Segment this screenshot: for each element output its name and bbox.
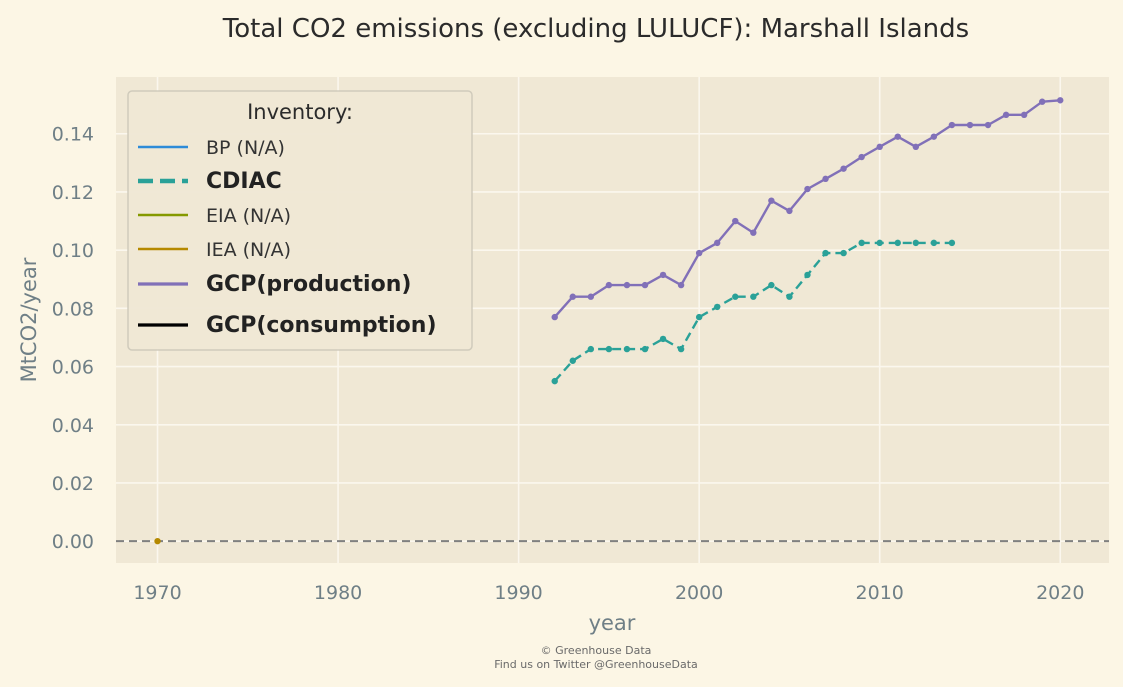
legend: Inventory: BP (N/A) CDIAC EIA (N/A) IEA (N/… bbox=[127, 90, 473, 351]
legend-label: GCP(consumption) bbox=[206, 313, 437, 338]
data-point-gcp-production bbox=[587, 293, 595, 300]
data-point-cdiac bbox=[768, 281, 775, 289]
data-point-cdiac bbox=[912, 239, 920, 247]
data-point-gcp-production bbox=[641, 281, 649, 289]
data-point-cdiac bbox=[605, 345, 613, 353]
legend-label: CDIAC bbox=[206, 169, 282, 194]
data-point-gcp-production bbox=[750, 229, 757, 236]
grid bbox=[116, 77, 1109, 563]
legend-label: GCP(production) bbox=[206, 272, 411, 297]
data-point-gcp-production bbox=[605, 281, 613, 289]
data-point-gcp-production bbox=[768, 197, 775, 204]
data-point-cdiac bbox=[677, 345, 685, 353]
data-point-cdiac bbox=[750, 293, 757, 300]
y-tick-label: 0.02 bbox=[52, 473, 94, 495]
y-tick-label: 0.12 bbox=[52, 182, 94, 204]
legend-label: IEA (N/A) bbox=[206, 239, 291, 261]
data-point-gcp-production bbox=[623, 281, 631, 289]
data-point-gcp-production bbox=[858, 153, 865, 161]
data-point-cdiac bbox=[894, 239, 901, 247]
data-point-gcp-production bbox=[822, 175, 829, 183]
data-point-gcp-production bbox=[786, 207, 793, 215]
data-point-gcp-production bbox=[677, 281, 685, 289]
x-tick-label: 1980 bbox=[314, 582, 362, 604]
data-point-cdiac bbox=[858, 239, 865, 247]
data-point-gcp-production bbox=[659, 271, 667, 279]
data-point-gcp-production bbox=[984, 121, 992, 129]
legend-title: Inventory: bbox=[247, 100, 353, 124]
data-point-gcp-production bbox=[1057, 97, 1064, 104]
x-tick-label: 2010 bbox=[856, 582, 904, 604]
y-tick-label: 0.06 bbox=[52, 357, 94, 379]
data-point-gcp-production bbox=[732, 217, 739, 225]
data-point-cdiac bbox=[930, 239, 938, 247]
legend-entries: BP (N/A) CDIAC EIA (N/A) IEA (N/A) GCP(produ… bbox=[138, 137, 437, 338]
data-point-gcp-production bbox=[840, 165, 847, 172]
data-point-cdiac bbox=[948, 239, 956, 247]
x-axis-ticks: 1970 1980 1990 2000 2010 2020 bbox=[133, 582, 1084, 604]
data-point-cdiac bbox=[569, 357, 576, 364]
y-tick-label: 0.00 bbox=[52, 531, 94, 553]
data-point-gcp-production bbox=[551, 313, 558, 321]
data-point-cdiac bbox=[641, 345, 649, 353]
data-point-cdiac bbox=[659, 335, 667, 343]
data-point-gcp-production bbox=[569, 293, 576, 300]
data-point-gcp-production bbox=[876, 143, 883, 151]
data-point-cdiac bbox=[804, 271, 811, 279]
legend-label: BP (N/A) bbox=[206, 137, 285, 159]
series-layer bbox=[116, 97, 1109, 545]
legend-box bbox=[127, 90, 473, 351]
footer-twitter: Find us on Twitter @GreenhouseData bbox=[494, 658, 698, 671]
y-tick-label: 0.08 bbox=[52, 298, 94, 320]
data-point-cdiac bbox=[714, 303, 721, 311]
data-point-cdiac bbox=[876, 239, 883, 247]
data-point-cdiac bbox=[840, 249, 847, 257]
y-tick-label: 0.10 bbox=[52, 240, 94, 262]
legend-label: EIA (N/A) bbox=[206, 205, 291, 227]
data-point-gcp-production bbox=[1020, 111, 1028, 119]
y-axis-label: MtCO2/year bbox=[17, 257, 41, 382]
data-point-gcp-production bbox=[1002, 111, 1010, 119]
data-point-gcp-production bbox=[695, 249, 703, 257]
data-point-cdiac bbox=[732, 293, 739, 300]
data-point-gcp-production bbox=[714, 239, 721, 247]
data-point-gcp-production bbox=[1038, 98, 1046, 105]
data-point-gcp-production bbox=[912, 143, 920, 151]
x-tick-label: 1990 bbox=[494, 582, 542, 604]
data-point-gcp-production bbox=[948, 121, 956, 129]
data-point-gcp-production bbox=[894, 133, 901, 140]
data-point-cdiac bbox=[623, 345, 631, 353]
y-tick-label: 0.04 bbox=[52, 415, 94, 437]
data-point-gcp-production bbox=[804, 185, 811, 193]
x-tick-label: 1970 bbox=[133, 582, 181, 604]
data-point-gcp-production bbox=[930, 133, 938, 140]
x-tick-label: 2000 bbox=[675, 582, 723, 604]
chart-title: Total CO2 emissions (excluding LULUCF): … bbox=[222, 14, 969, 44]
y-tick-label: 0.14 bbox=[52, 124, 94, 146]
data-point-cdiac bbox=[786, 293, 793, 300]
data-point-iea-n-a bbox=[154, 537, 161, 545]
x-axis-label: year bbox=[589, 611, 636, 635]
y-axis-ticks: 0.00 0.02 0.04 0.06 0.08 0.10 0.12 0.14 bbox=[52, 124, 94, 553]
footer-copyright: © Greenhouse Data bbox=[541, 644, 652, 657]
data-point-cdiac bbox=[551, 377, 558, 385]
data-point-cdiac bbox=[695, 313, 703, 321]
data-point-cdiac bbox=[822, 249, 829, 257]
data-point-cdiac bbox=[587, 345, 595, 353]
x-tick-label: 2020 bbox=[1036, 582, 1084, 604]
data-point-gcp-production bbox=[966, 121, 974, 129]
